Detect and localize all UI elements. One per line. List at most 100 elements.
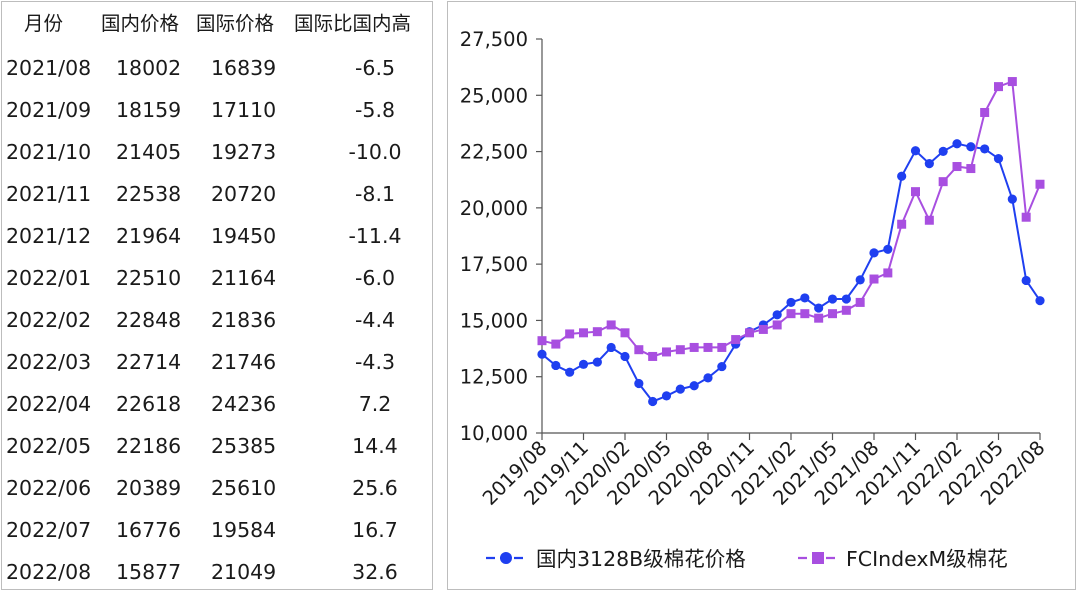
data-point [537, 336, 547, 346]
data-point [911, 187, 920, 197]
cell-domestic-price: 21964 [116, 224, 182, 248]
cell-international-price: 21164 [211, 266, 277, 290]
data-point [966, 164, 976, 174]
cell-intl-vs-domestic: -6.5 [355, 56, 395, 80]
cell-month: 2021/08 [6, 56, 92, 80]
header-intl-vs-domestic: 国际比国内高 [294, 12, 412, 35]
legend-marker [812, 552, 824, 564]
y-tick-label: 20,000 [460, 197, 528, 220]
chart-panel: 10,000 12,500 15,000 17,500 20,000 22,500 25,0… [447, 1, 1076, 590]
data-point [966, 142, 976, 152]
data-point [827, 294, 838, 304]
legend-item: 国内3128B级棉花价格 [486, 547, 746, 571]
header-international-price: 国际价格 [196, 12, 275, 35]
data-point [620, 328, 630, 338]
cell-domestic-price: 18159 [116, 98, 182, 122]
data-point [980, 107, 990, 117]
data-point [772, 310, 782, 320]
cell-intl-vs-domestic: -8.1 [355, 182, 395, 206]
cell-intl-vs-domestic: 7.2 [358, 392, 392, 416]
cell-domestic-price: 18002 [116, 56, 182, 80]
header-month: 月份 [24, 12, 64, 35]
chart-series [537, 77, 1045, 407]
cell-international-price: 25385 [211, 434, 277, 458]
data-point [565, 367, 575, 377]
data-point [634, 345, 644, 355]
data-point [1007, 77, 1017, 87]
data-point [800, 293, 810, 303]
data-point [689, 381, 699, 391]
table-row: 2022/01 22510 21164 -6.0 [2, 260, 434, 296]
table-row: 2021/10 21405 19273 -10.0 [2, 134, 434, 170]
cell-intl-vs-domestic: -4.4 [355, 308, 395, 332]
cell-month: 2022/07 [6, 518, 92, 542]
cell-intl-vs-domestic: 16.7 [352, 518, 398, 542]
data-point [579, 328, 588, 338]
data-point [1035, 296, 1045, 306]
cell-domestic-price: 16776 [116, 518, 182, 542]
data-point [551, 360, 561, 371]
y-axis: 10,000 12,500 15,000 17,500 20,000 22,500 25,0… [460, 28, 543, 445]
data-point [662, 347, 671, 357]
data-point [993, 154, 1004, 164]
cell-intl-vs-domestic: 32.6 [352, 560, 398, 584]
data-point [952, 162, 962, 172]
cell-intl-vs-domestic: 14.4 [352, 434, 398, 458]
data-point [980, 144, 990, 154]
cell-month: 2022/08 [6, 560, 92, 584]
series-line [541, 142, 1041, 403]
data-point [592, 327, 602, 337]
cell-domestic-price: 22538 [116, 182, 182, 206]
data-point [910, 146, 921, 156]
data-point [648, 351, 658, 361]
data-point [551, 339, 561, 349]
table-row: 2022/05 22186 25385 14.4 [2, 428, 434, 464]
cell-domestic-price: 20389 [116, 476, 182, 500]
table-row: 2021/08 18002 16839 -6.5 [2, 50, 434, 86]
data-point [661, 391, 672, 401]
data-point [938, 177, 948, 187]
data-point [634, 378, 644, 389]
data-point [1007, 194, 1017, 204]
cell-international-price: 21836 [211, 308, 277, 332]
data-point [841, 305, 851, 315]
data-point [606, 342, 616, 353]
data-point [828, 309, 837, 319]
data-point [869, 274, 879, 284]
cell-domestic-price: 22510 [116, 266, 182, 290]
data-point [855, 297, 865, 307]
chart-legend: 国内3128B级棉花价格 FCIndexM级棉花 [486, 547, 1008, 571]
y-tick-label: 15,000 [460, 309, 528, 332]
data-point [924, 215, 934, 225]
data-point [786, 309, 796, 319]
table-row: 2021/09 18159 17110 -5.8 [2, 92, 434, 128]
data-point [578, 359, 589, 369]
data-point [841, 294, 851, 304]
data-point [1035, 179, 1045, 189]
cell-month: 2022/05 [6, 434, 92, 458]
y-tick-label: 25,000 [460, 84, 528, 107]
data-point [745, 328, 754, 338]
data-point [592, 357, 602, 367]
data-point [994, 82, 1003, 92]
cell-month: 2022/04 [6, 392, 92, 416]
table-row: 2022/06 20389 25610 25.6 [2, 470, 434, 506]
data-point [758, 324, 768, 334]
data-point [731, 335, 741, 345]
legend-item: FCIndexM级棉花 [798, 547, 1008, 571]
table-row: 2022/04 22618 24236 7.2 [2, 386, 434, 422]
cell-intl-vs-domestic: 25.6 [352, 476, 398, 500]
cell-international-price: 20720 [211, 182, 277, 206]
cell-international-price: 21746 [211, 350, 277, 374]
cell-month: 2022/02 [6, 308, 92, 332]
cell-month: 2022/06 [6, 476, 92, 500]
cell-month: 2021/09 [6, 98, 92, 122]
cell-intl-vs-domestic: -4.3 [355, 350, 395, 374]
data-point [648, 396, 658, 407]
y-tick-label: 22,500 [460, 141, 528, 164]
cell-domestic-price: 21405 [116, 140, 182, 164]
data-point [1021, 212, 1031, 222]
table-row: 2022/02 22848 21836 -4.4 [2, 302, 434, 338]
y-tick-label: 27,500 [460, 28, 528, 51]
legend-label: 国内3128B级棉花价格 [536, 547, 746, 571]
